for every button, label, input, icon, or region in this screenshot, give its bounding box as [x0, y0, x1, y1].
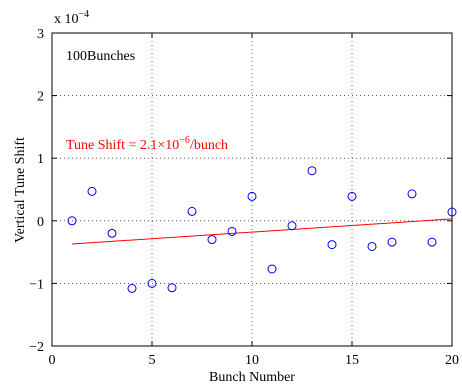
data-points [67, 166, 457, 293]
data-point [387, 237, 397, 247]
data-point [127, 283, 137, 293]
data-point [247, 191, 257, 201]
y-tick-label: −2 [29, 340, 44, 355]
y-tick-label: 3 [37, 27, 44, 42]
data-point [267, 264, 277, 274]
y-tick-label: 2 [37, 90, 44, 105]
data-point [327, 240, 337, 250]
data-point [167, 283, 177, 293]
x-tick-label: 0 [49, 353, 56, 368]
data-point [307, 166, 317, 176]
data-point [287, 221, 297, 231]
data-point [427, 237, 437, 247]
grid-lines [52, 33, 452, 346]
data-point [367, 241, 377, 251]
x-tick-label: 20 [445, 353, 459, 368]
data-point [447, 207, 457, 217]
data-point [407, 189, 417, 199]
x-tick-label: 5 [149, 353, 156, 368]
y-exponent-label: x 10−4 [54, 9, 89, 27]
annotation-tune-shift: Tune Shift = 2.1×10−6/bunch [66, 135, 228, 153]
x-axis-label: Bunch Number [209, 370, 295, 385]
y-tick-label: −1 [29, 277, 44, 292]
data-point [107, 228, 117, 238]
data-point [67, 216, 77, 226]
axis-ticks: 0 5 10 15 20 −2 −1 0 1 2 3 [29, 27, 459, 368]
fit-line-group [71, 218, 453, 245]
x-tick-label: 10 [245, 353, 259, 368]
data-point [347, 191, 357, 201]
data-point [87, 186, 97, 196]
x-tick-label: 15 [345, 353, 359, 368]
data-point [227, 226, 237, 236]
data-point [147, 278, 157, 288]
y-tick-label: 0 [37, 215, 44, 230]
annotation-bunches: 100Bunches [66, 49, 135, 64]
data-point [207, 235, 217, 245]
y-tick-label: 1 [37, 152, 44, 167]
data-point [187, 206, 197, 216]
y-axis-label: Vertical Tune Shift [13, 137, 28, 243]
fit-line [71, 218, 453, 245]
